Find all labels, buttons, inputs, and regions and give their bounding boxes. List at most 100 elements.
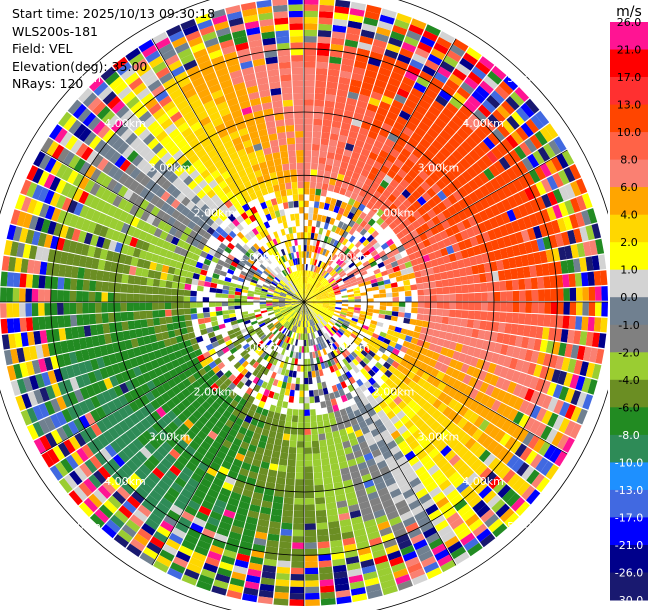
ray-gate (323, 419, 331, 427)
ray-gate (144, 442, 157, 455)
ray-gate (392, 302, 399, 307)
ray-gate (384, 216, 394, 226)
ray-gate (310, 339, 314, 346)
ray-gate (374, 79, 388, 89)
ray-gate (544, 289, 551, 301)
ray-gate (361, 446, 371, 456)
ray-gate (456, 446, 469, 459)
ray-gate (341, 414, 350, 423)
ray-gate (330, 281, 337, 287)
ray-gate (259, 295, 267, 298)
ray-gate (393, 396, 403, 406)
ray-gate (331, 552, 345, 561)
ray-gate (138, 249, 148, 260)
ray-gate (437, 381, 447, 392)
ray-gate (203, 71, 217, 83)
ray-gate (309, 304, 316, 307)
ray-gate (102, 323, 111, 334)
ray-gate (319, 321, 324, 328)
ray-gate (174, 166, 185, 177)
ray-gate (489, 426, 501, 439)
ray-gate (162, 240, 171, 250)
ray-gate (370, 469, 382, 480)
ray-gate (314, 478, 324, 486)
ray-gate (293, 305, 299, 310)
ray-gate (148, 154, 161, 167)
ray-gate (105, 343, 115, 355)
ray-gate (53, 222, 63, 237)
ray-gate (222, 481, 234, 492)
ray-gate (304, 67, 316, 75)
ray-gate (365, 485, 377, 495)
ray-gate (448, 235, 458, 245)
ray-gate (353, 449, 363, 459)
ray-gate (211, 425, 222, 435)
ray-gate (328, 520, 340, 529)
ray-gate (49, 192, 61, 207)
ray-gate (265, 546, 279, 554)
ray-gate (257, 440, 267, 449)
ray-gate (157, 220, 167, 231)
ray-gate (70, 139, 83, 154)
ray-gate (149, 334, 158, 343)
ray-gate (273, 320, 280, 326)
ray-gate (411, 190, 422, 200)
ray-gate (329, 365, 335, 373)
ray-gate (122, 446, 135, 459)
ray-gate (166, 106, 179, 118)
ray-gate (207, 430, 218, 441)
ray-gate (438, 264, 447, 273)
ray-gate (107, 413, 119, 427)
ray-gate (150, 399, 161, 410)
ray-gate (125, 477, 139, 491)
ray-gate (417, 121, 430, 133)
ray-gate (422, 254, 431, 263)
ray-gate (242, 528, 256, 538)
ray-gate (321, 215, 327, 223)
ray-gate (199, 116, 212, 127)
ray-gate (385, 83, 399, 94)
ray-gate (270, 211, 277, 220)
ray-gate (465, 266, 473, 276)
ray-gate (312, 459, 322, 467)
ray-gate (512, 290, 520, 302)
ray-gate (313, 309, 320, 314)
ray-gate (424, 88, 438, 100)
ray-gate (316, 49, 330, 57)
ray-gate (37, 232, 47, 247)
ray-gate (585, 256, 594, 271)
ray-gate (554, 261, 563, 275)
ray-gate (405, 494, 418, 505)
ray-gate (278, 304, 286, 306)
ray-gate (385, 263, 393, 270)
ray-gate (412, 393, 423, 404)
ray-gate (346, 311, 354, 315)
ray-gate (142, 430, 154, 442)
ray-gate (391, 287, 399, 293)
ray-gate (289, 324, 294, 331)
ray-gate (130, 425, 142, 438)
ray-gate (397, 579, 413, 591)
ray-gate (112, 454, 126, 468)
ray-gate (387, 193, 397, 203)
ray-gate (297, 300, 304, 302)
ray-gate (326, 313, 333, 318)
ray-gate (511, 279, 519, 291)
ray-gate (555, 274, 564, 288)
ray-gate (126, 150, 139, 163)
ray-gate (326, 81, 338, 90)
ray-gate (486, 311, 494, 322)
ray-gate (409, 477, 422, 488)
ray-gate (138, 128, 151, 141)
ray-gate (402, 199, 412, 209)
ray-gate (273, 231, 279, 239)
ray-gate (273, 444, 282, 453)
ray-gate (308, 326, 311, 334)
ray-gate (161, 381, 172, 392)
ray-gate (206, 189, 216, 199)
ray-gate (304, 156, 311, 163)
ray-gate (47, 370, 57, 385)
ray-gate (366, 437, 376, 447)
ray-gate (502, 258, 511, 270)
ray-gate (440, 60, 455, 73)
